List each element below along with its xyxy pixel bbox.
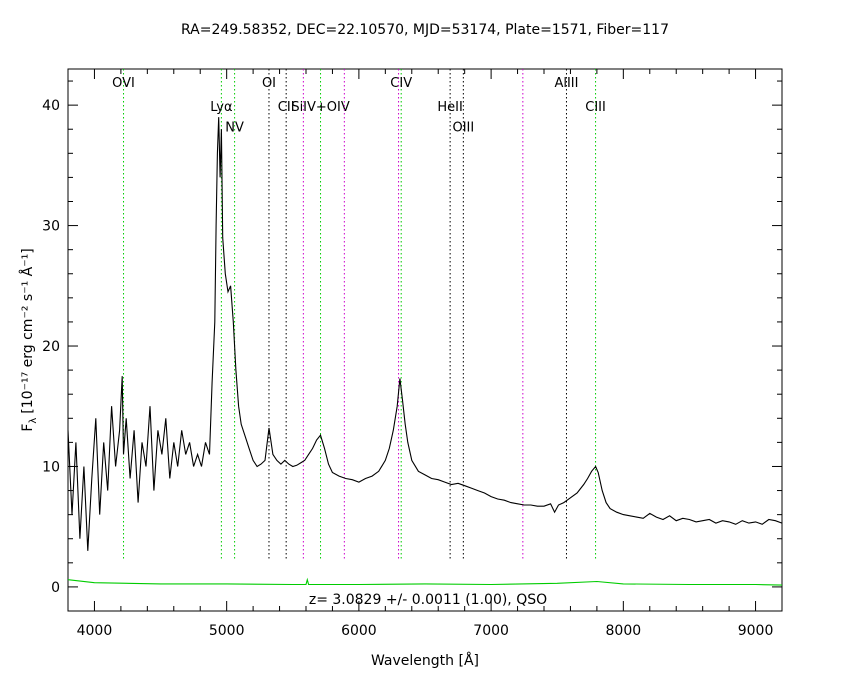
x-tick-label: 8000 (606, 623, 642, 639)
y-tick-label: 40 (42, 98, 60, 114)
plot-frame (67, 68, 783, 612)
y-tick-label: 0 (51, 580, 60, 596)
emission-line-label: SiIV+OIV (291, 100, 350, 115)
redshift-annotation: z= 3.0829 +/- 0.0011 (1.00), QSO (309, 592, 547, 608)
emission-line-label: CII (278, 100, 295, 115)
emission-line-label: OVI (112, 76, 135, 91)
x-tick-label: 5000 (209, 623, 245, 639)
axis-ticks: 4000 5000 6000 7000 8000 9000 0 10 20 30 40 (42, 69, 783, 639)
chart-title: RA=249.58352, DEC=22.10570, MJD=53174, P… (181, 22, 669, 38)
emission-line-label: AlIII (554, 76, 578, 91)
x-tick-label: 6000 (341, 623, 377, 639)
emission-line-label: HeII (437, 100, 462, 115)
y-axis-label: Fλ [10⁻¹⁷ erg cm⁻² s⁻¹ Å⁻¹] (19, 248, 39, 431)
emission-line-label: OIII (452, 121, 474, 136)
flux-series-line (67, 117, 783, 551)
y-tick-label: 20 (42, 339, 60, 355)
emission-line-label: Lyα (210, 100, 232, 115)
emission-line-label: CIV (390, 76, 412, 91)
y-axis-label-sub: λ (28, 418, 39, 424)
y-axis-label-units: [10⁻¹⁷ erg cm⁻² s⁻¹ Å⁻¹] (19, 248, 36, 413)
emission-line-label: NV (225, 121, 244, 136)
x-tick-label: 4000 (77, 623, 113, 639)
y-axis-label-main: F (20, 424, 36, 432)
emission-line-label: CIII (585, 100, 606, 115)
data-series (67, 117, 783, 586)
y-tick-label: 10 (42, 459, 60, 475)
emission-line-label: OI (262, 76, 276, 91)
y-tick-label: 30 (42, 219, 60, 235)
x-tick-label: 9000 (738, 623, 774, 639)
x-tick-label: 7000 (473, 623, 509, 639)
x-axis-label: Wavelength [Å] (371, 652, 479, 669)
error-series-line (67, 577, 783, 586)
